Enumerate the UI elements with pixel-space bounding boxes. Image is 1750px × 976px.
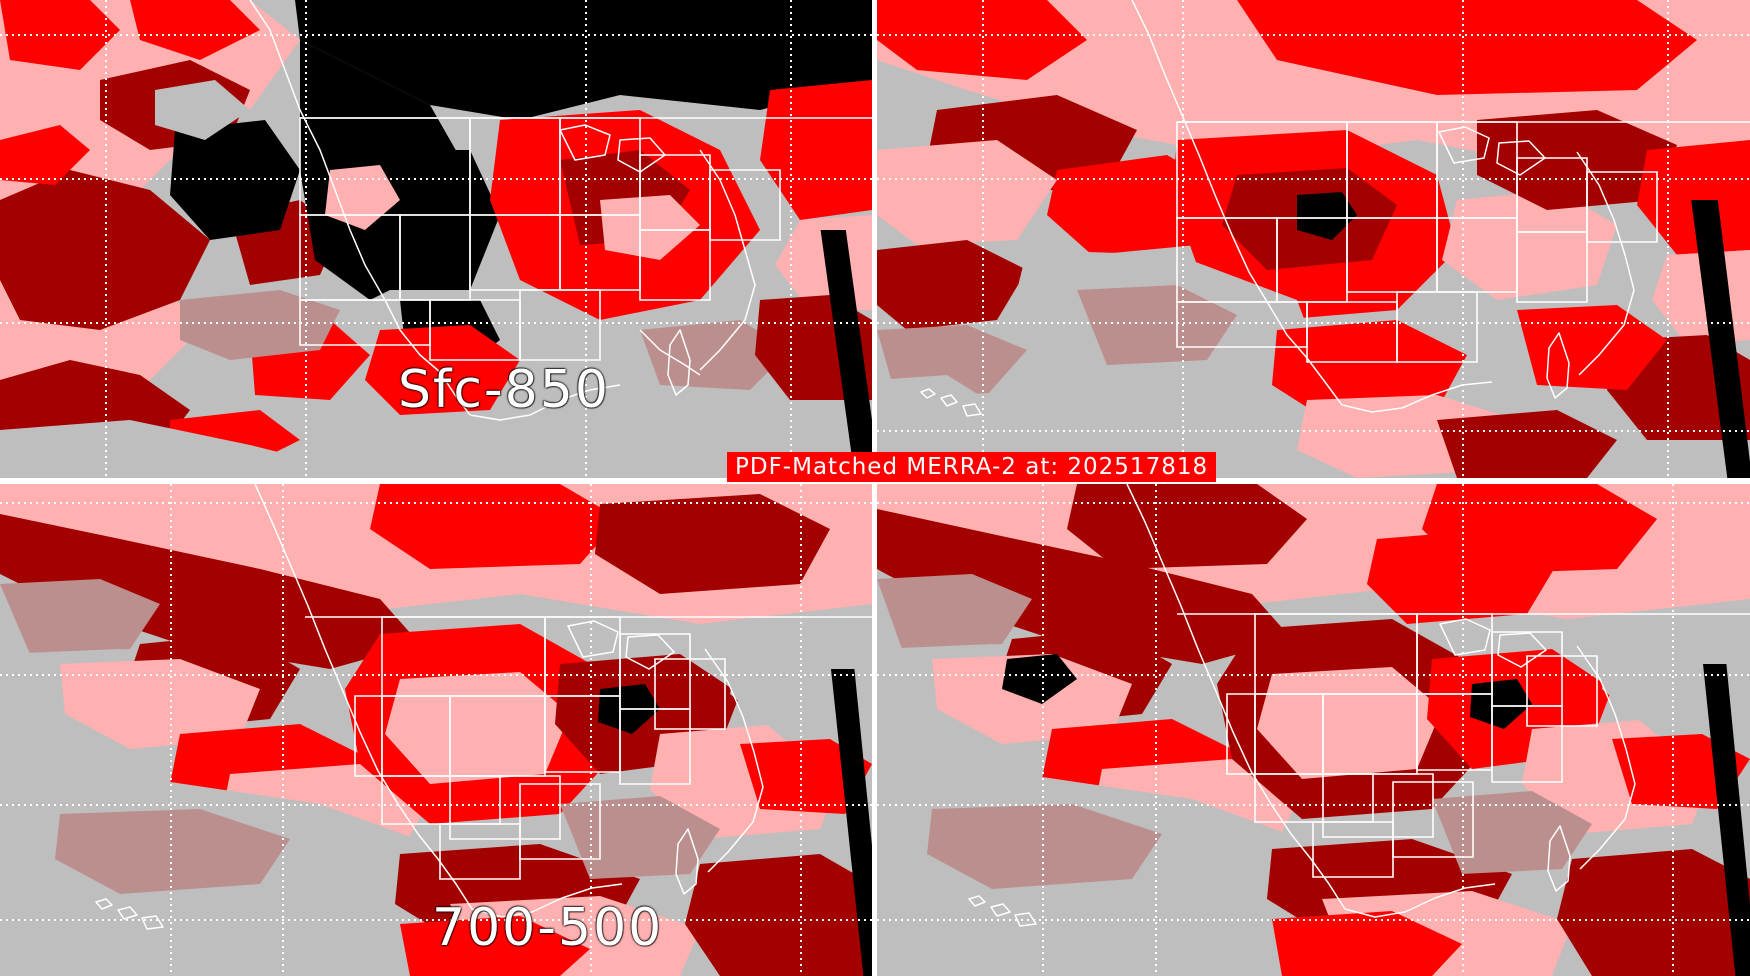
panel-sfc-850[interactable]: Sfc-850 [0,0,872,478]
field-raster-850-700 [877,0,1750,478]
figure-title-text: PDF-Matched MERRA-2 at: 202517818 [735,454,1209,480]
panel-label-sfc-850: Sfc-850 [398,360,610,420]
panel-850-700[interactable]: 850-700 [877,0,1750,478]
figure-title-banner: PDF-Matched MERRA-2 at: 202517818 [727,452,1217,482]
field-mosaic-850-700 [877,0,1750,478]
field-mosaic-500-300 [877,484,1750,976]
panel-divider-vertical [872,0,877,976]
panel-700-500[interactable]: 700-500 [0,484,872,976]
panel-label-700-500: 700-500 [432,898,664,958]
panel-500-300[interactable]: 500-300 [877,484,1750,976]
field-raster-500-300 [877,484,1750,976]
